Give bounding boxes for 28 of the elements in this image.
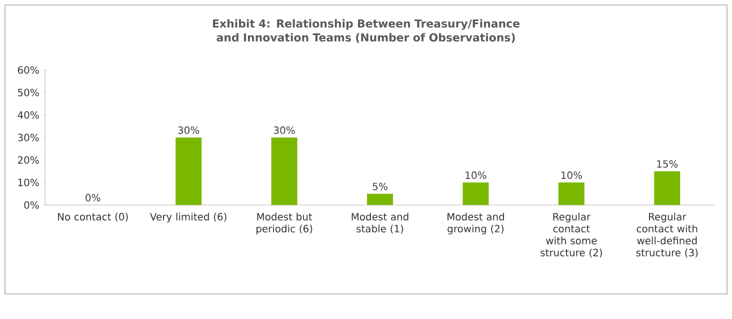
bar: [558, 182, 584, 205]
y-tick-label: 0%: [24, 201, 39, 209]
data-label: 15%: [657, 160, 678, 168]
x-tick-label: Modest and growing (2): [448, 212, 504, 234]
x-tick-label: Modest but periodic (6): [256, 212, 312, 234]
chart-title: Exhibit 4: Relationship Between Treasury/Finance and Innovation Teams (Number of Observations): [212, 19, 520, 43]
bar: [271, 138, 298, 205]
x-tick-label: Modest and stable (1): [352, 212, 408, 234]
x-tick-label: No contact (0): [58, 212, 128, 222]
x-tick-label: Regular contact with some structure (2): [540, 212, 602, 258]
x-tick-label: Very limited (6): [150, 212, 226, 222]
y-tick-label: 10%: [18, 178, 39, 186]
data-label: 5%: [372, 182, 388, 190]
y-tick-label: 40%: [18, 111, 39, 119]
y-tick-label: 20%: [18, 156, 39, 164]
bar: [654, 171, 680, 205]
data-label: 0%: [86, 194, 100, 202]
x-tick-label: Regular contact with well-defined structure (3): [636, 212, 698, 258]
bar: [367, 194, 394, 205]
data-label: 30%: [274, 126, 295, 134]
y-tick-label: 30%: [18, 134, 39, 142]
data-label: 10%: [561, 171, 582, 179]
data-label: 10%: [466, 171, 486, 179]
bar: [176, 138, 202, 205]
y-tick-label: 60%: [18, 66, 39, 74]
bar: [462, 182, 489, 205]
data-label: 30%: [178, 126, 200, 134]
y-tick-label: 50%: [18, 88, 39, 96]
